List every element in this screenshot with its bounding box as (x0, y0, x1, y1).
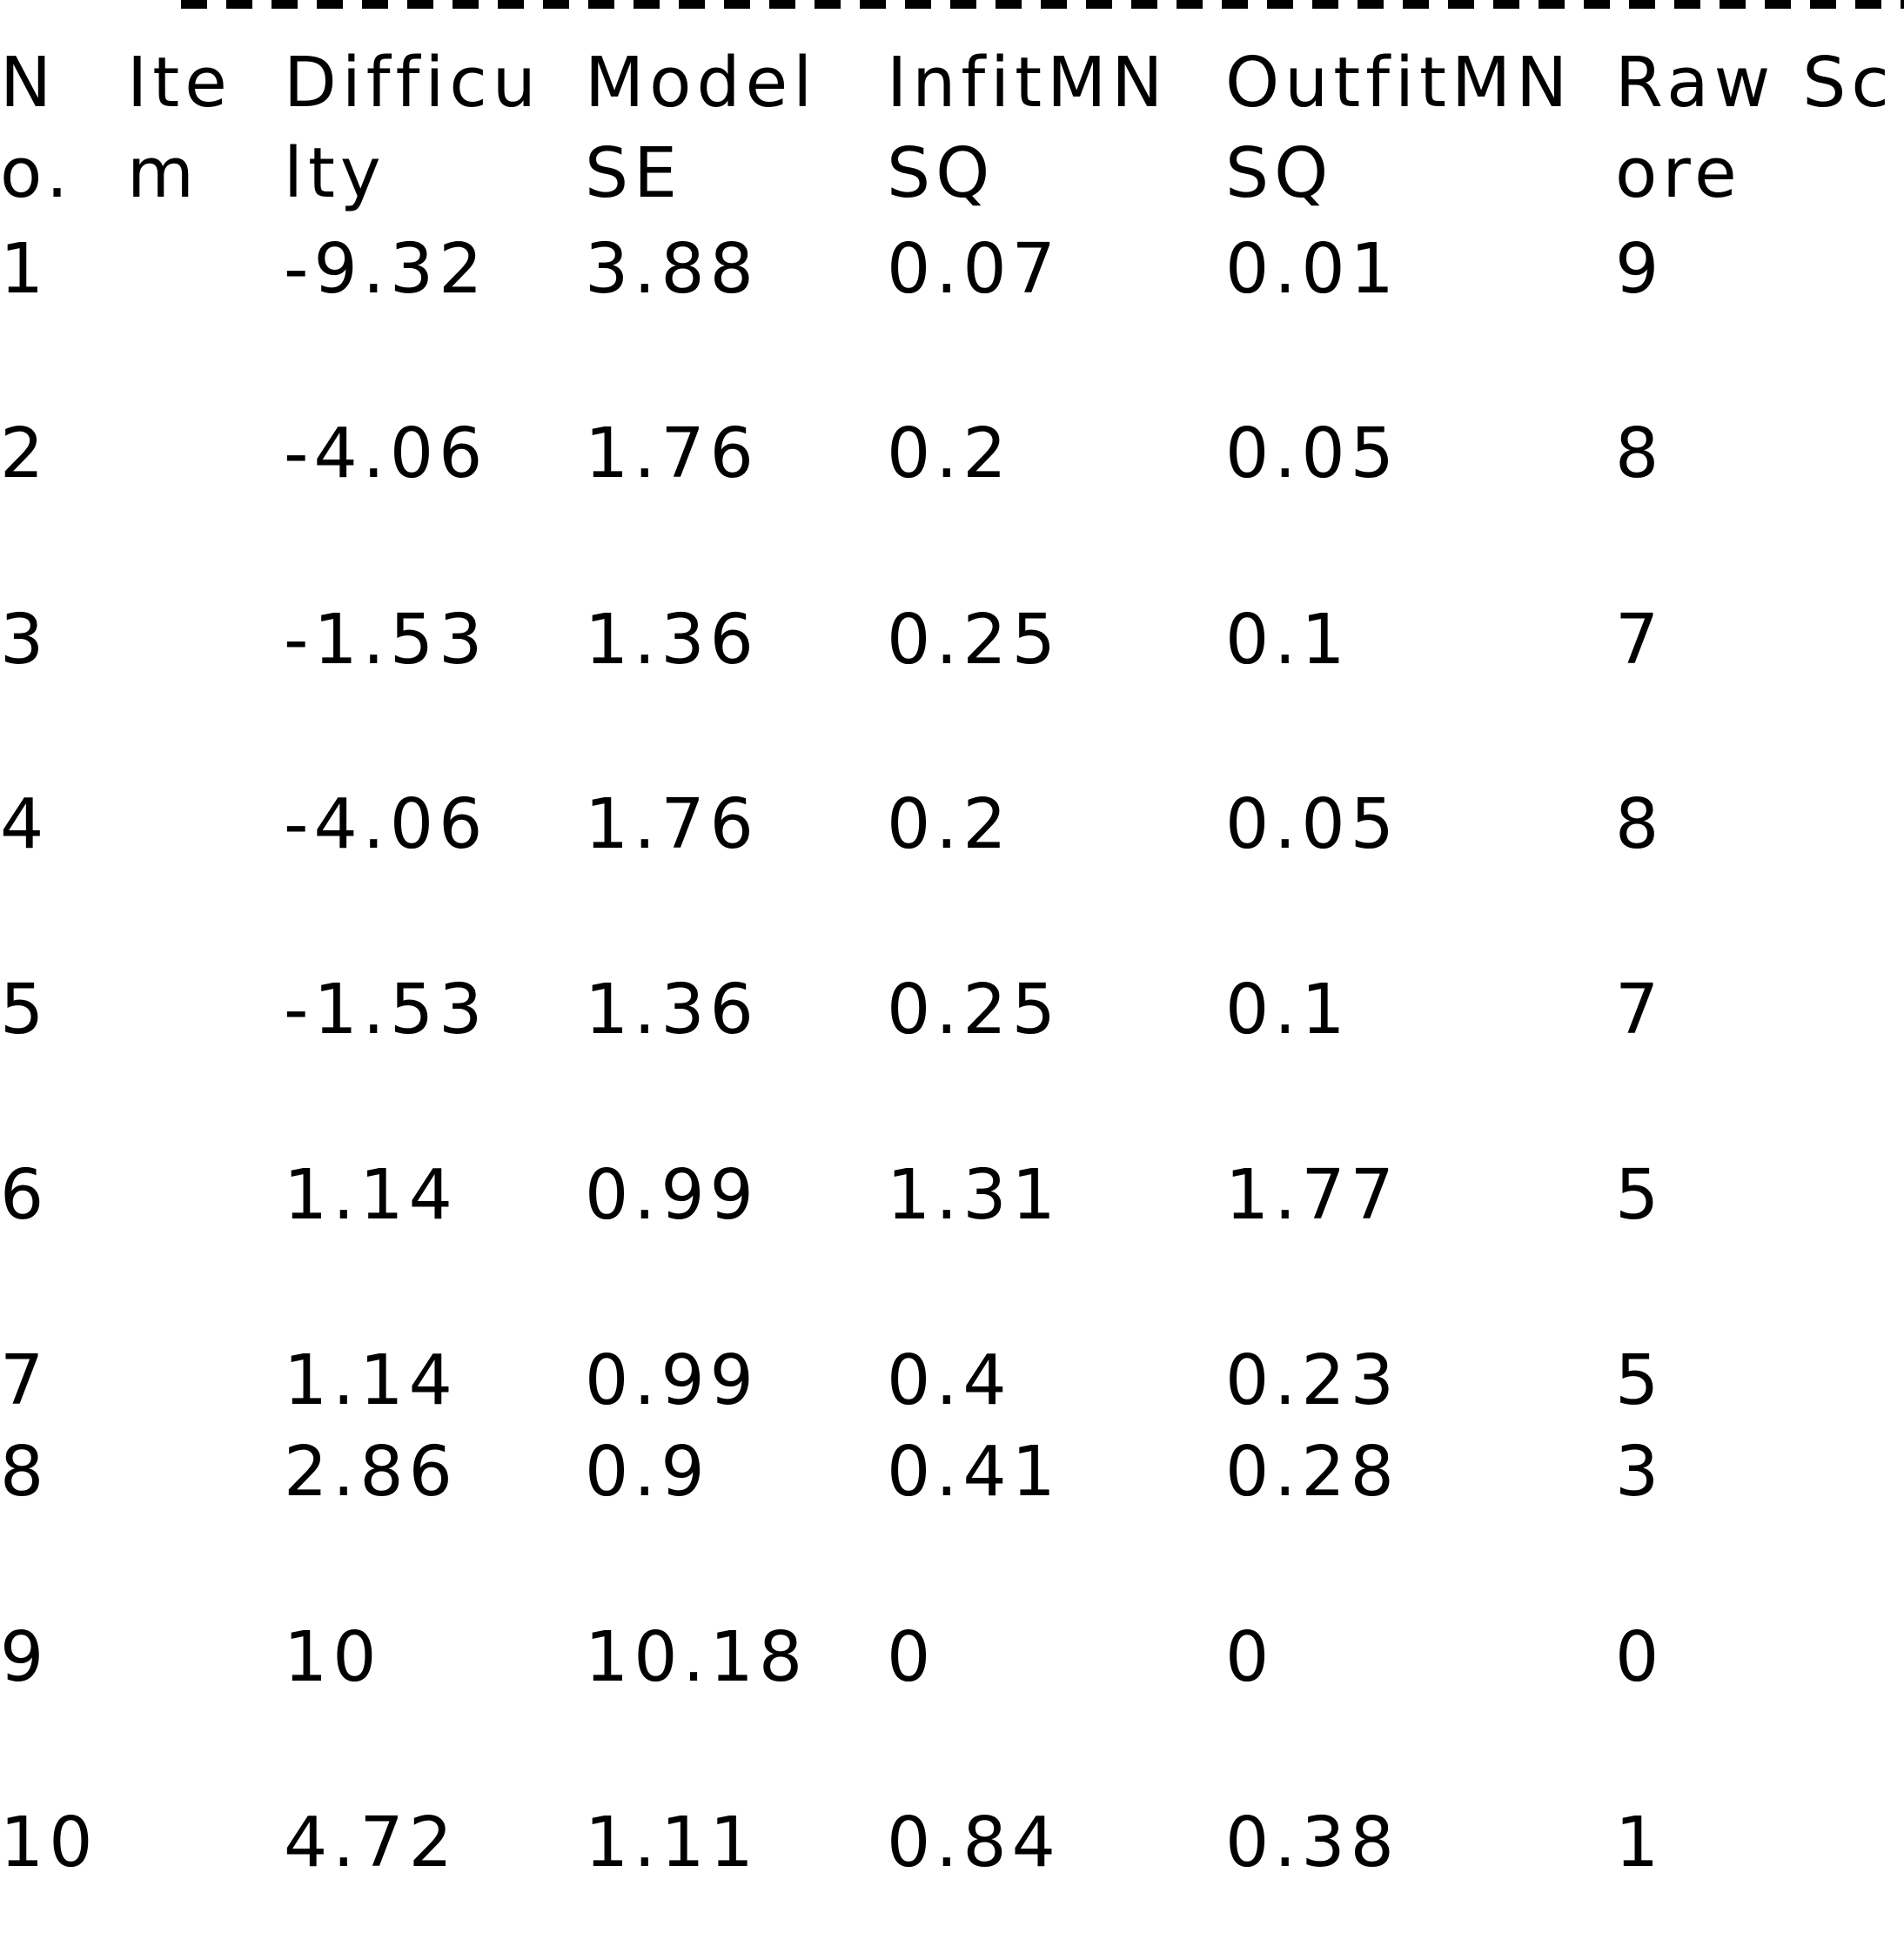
table-cell-model-se: 1.11 (585, 1802, 759, 1883)
table-cell-no: 10 (0, 1802, 98, 1883)
table-cell-no: 6 (0, 1155, 50, 1235)
table-cell-difficulty: 10 (284, 1617, 382, 1697)
table-cell-no: 2 (0, 413, 50, 493)
table-cell-model-se: 0.99 (585, 1155, 759, 1235)
table-cell-raw-score: 0 (1615, 1617, 1665, 1697)
table-cell-raw-score: 8 (1615, 784, 1665, 864)
table-cell-infit-mnsq: 0.84 (887, 1802, 1061, 1883)
table-cell-difficulty: 4.72 (284, 1802, 458, 1883)
table-cell-raw-score: 9 (1615, 229, 1665, 309)
table-cell-model-se: 1.36 (585, 600, 759, 680)
table-cell-infit-mnsq: 1.31 (887, 1155, 1061, 1235)
column-header-raw-score-line-1: Raw Sc (1615, 43, 1894, 123)
table-cell-outfit-mnsq: 0.38 (1225, 1802, 1399, 1883)
dashed-separator (181, 0, 1904, 9)
table-cell-infit-mnsq: 0 (887, 1617, 936, 1697)
table-cell-no: 1 (0, 229, 50, 309)
table-cell-raw-score: 8 (1615, 413, 1665, 493)
table-cell-model-se: 1.76 (585, 784, 759, 864)
table-cell-infit-mnsq: 0.2 (887, 784, 1012, 864)
column-header-raw-score-line-2: ore (1615, 133, 1742, 213)
table-cell-model-se: 10.18 (585, 1617, 808, 1697)
table-cell-raw-score: 7 (1615, 600, 1665, 680)
table-cell-difficulty: -4.06 (284, 413, 488, 493)
table-cell-infit-mnsq: 0.2 (887, 413, 1012, 493)
table-cell-outfit-mnsq: 0.05 (1225, 784, 1399, 864)
table-cell-outfit-mnsq: 0.1 (1225, 600, 1351, 680)
table-cell-no: 5 (0, 970, 50, 1050)
column-header-model-se-line-2: SE (585, 133, 683, 213)
column-header-model-se-line-1: Model (585, 43, 818, 123)
table-cell-outfit-mnsq: 0.01 (1225, 229, 1399, 309)
table-cell-model-se: 0.9 (585, 1432, 710, 1512)
table-cell-no: 8 (0, 1432, 50, 1512)
table-cell-infit-mnsq: 0.07 (887, 229, 1061, 309)
table-cell-raw-score: 7 (1615, 970, 1665, 1050)
table-cell-raw-score: 5 (1615, 1155, 1665, 1235)
table-cell-difficulty: 1.14 (284, 1340, 458, 1420)
column-header-difficulty-line-2: lty (284, 133, 386, 213)
table-cell-difficulty: -1.53 (284, 600, 488, 680)
column-header-infit-mnsq-line-2: SQ (887, 133, 996, 213)
column-header-infit-mnsq-line-1: InfitMN (887, 43, 1169, 123)
table-cell-difficulty: -9.32 (284, 229, 488, 309)
table-cell-infit-mnsq: 0.41 (887, 1432, 1061, 1512)
table-cell-model-se: 1.76 (585, 413, 759, 493)
table-cell-infit-mnsq: 0.25 (887, 600, 1061, 680)
table-cell-infit-mnsq: 0.4 (887, 1340, 1012, 1420)
table-cell-difficulty: 2.86 (284, 1432, 458, 1512)
column-header-outfit-mnsq-line-1: OutfitMN (1225, 43, 1573, 123)
column-header-item-line-1: Ite (127, 43, 232, 123)
column-header-no-line-1: N (0, 43, 57, 123)
table-cell-outfit-mnsq: 1.77 (1225, 1155, 1399, 1235)
table-cell-model-se: 3.88 (585, 229, 759, 309)
table-cell-outfit-mnsq: 0.1 (1225, 970, 1351, 1050)
table-cell-no: 7 (0, 1340, 50, 1420)
table-cell-outfit-mnsq: 0 (1225, 1617, 1275, 1697)
table-cell-raw-score: 3 (1615, 1432, 1665, 1512)
table-cell-difficulty: -1.53 (284, 970, 488, 1050)
table-cell-no: 9 (0, 1617, 50, 1697)
column-header-no-line-2: o. (0, 133, 74, 213)
table-cell-outfit-mnsq: 0.23 (1225, 1340, 1399, 1420)
table-cell-raw-score: 5 (1615, 1340, 1665, 1420)
table-cell-raw-score: 1 (1615, 1802, 1665, 1883)
table-cell-difficulty: -4.06 (284, 784, 488, 864)
table-cell-no: 4 (0, 784, 50, 864)
table-cell-outfit-mnsq: 0.28 (1225, 1432, 1399, 1512)
column-header-item-line-2: m (127, 133, 199, 213)
column-header-difficulty-line-1: Difficu (284, 43, 541, 123)
table-cell-difficulty: 1.14 (284, 1155, 458, 1235)
table-cell-infit-mnsq: 0.25 (887, 970, 1061, 1050)
table-cell-outfit-mnsq: 0.05 (1225, 413, 1399, 493)
column-header-outfit-mnsq-line-2: SQ (1225, 133, 1334, 213)
table-cell-no: 3 (0, 600, 50, 680)
table-cell-model-se: 1.36 (585, 970, 759, 1050)
table-cell-model-se: 0.99 (585, 1340, 759, 1420)
